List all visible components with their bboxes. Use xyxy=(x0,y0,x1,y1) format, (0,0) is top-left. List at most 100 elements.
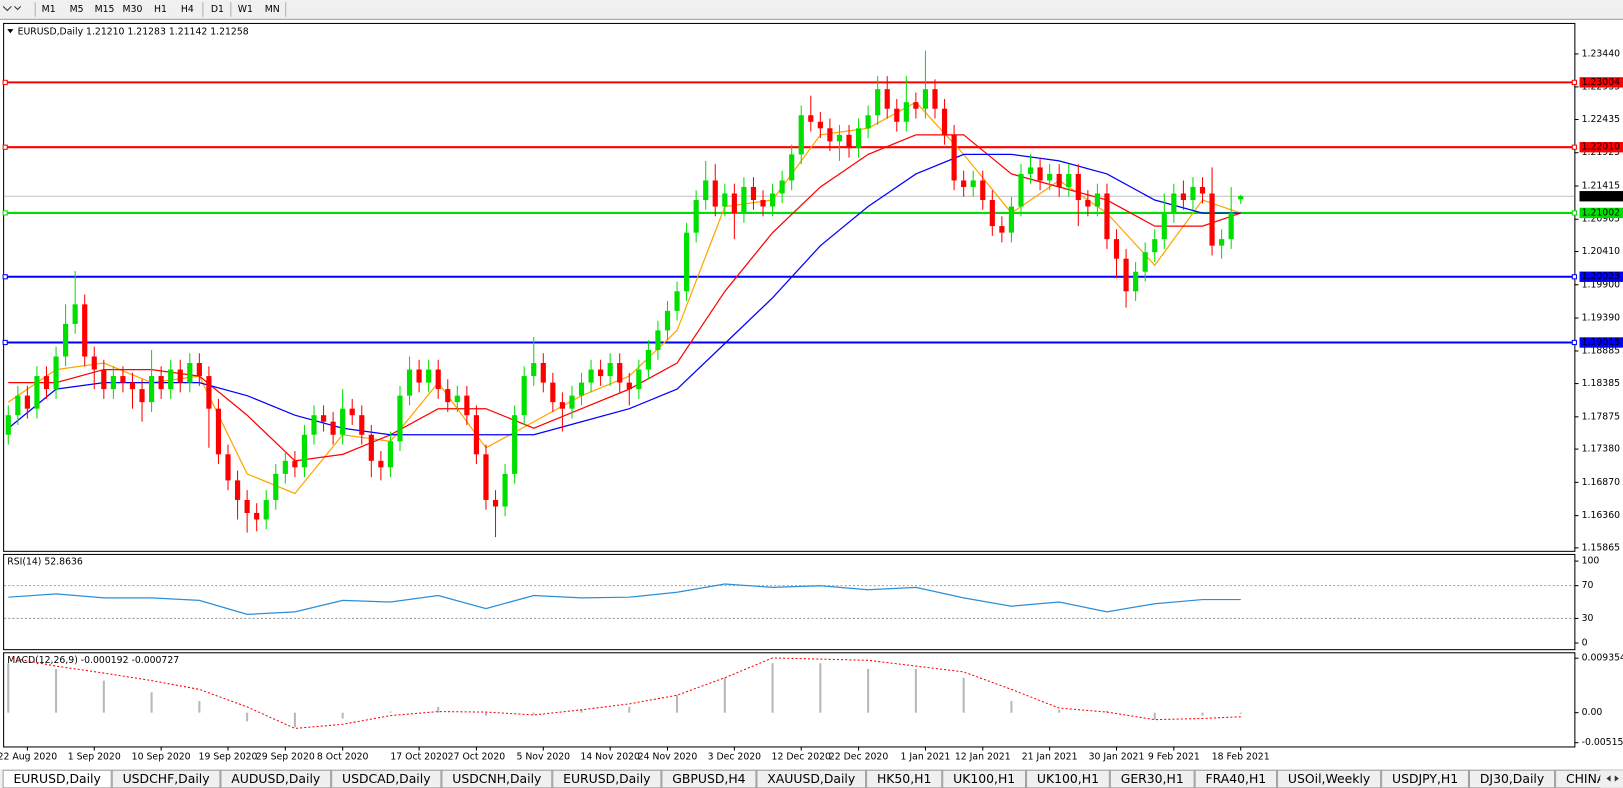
header-triangle xyxy=(7,29,14,34)
tab[interactable]: EURUSD,Daily xyxy=(2,769,112,788)
candle-body xyxy=(607,363,613,377)
x-tick-label: 1 Jan 2021 xyxy=(901,751,951,762)
candle-body xyxy=(1056,173,1062,187)
timeframe-button[interactable]: MN xyxy=(265,4,280,15)
candle-body xyxy=(72,304,78,324)
timeframe-button[interactable]: M1 xyxy=(42,4,56,15)
price-level-badge xyxy=(1579,337,1623,348)
tab-scroll[interactable] xyxy=(1600,770,1623,788)
candle-body xyxy=(1123,258,1129,292)
candle-body xyxy=(989,200,995,227)
candle-body xyxy=(521,376,527,416)
candle-body xyxy=(5,415,11,435)
tab-label[interactable]: USDCNH,Daily xyxy=(452,771,541,786)
candle-body xyxy=(340,408,346,435)
x-tick-label: 29 Sep 2020 xyxy=(256,751,315,762)
price-level-badge xyxy=(1579,207,1623,219)
tab[interactable]: USDCHF,Daily xyxy=(111,769,221,788)
candle-body xyxy=(836,134,843,142)
candle-body xyxy=(588,369,594,383)
level-handle xyxy=(1571,79,1577,85)
tab[interactable]: UK100,H1 xyxy=(942,769,1027,788)
main-panel-frame xyxy=(3,22,1576,552)
tab-label[interactable]: DJ30,Daily xyxy=(1480,771,1544,786)
candle-body xyxy=(941,108,948,135)
tab-label[interactable]: USDCAD,Daily xyxy=(342,771,431,786)
x-tick-label: 12 Jan 2021 xyxy=(955,751,1011,762)
candle-body xyxy=(263,499,269,520)
candle-body xyxy=(148,376,155,403)
y-tick-label: 1.19900 xyxy=(1582,279,1621,290)
candle-body xyxy=(1152,239,1158,253)
tab[interactable]: DJ30,Daily xyxy=(1468,769,1556,788)
y-tick-label: 1.19390 xyxy=(1582,313,1621,324)
level-handle xyxy=(2,79,8,85)
candle-body xyxy=(674,291,680,311)
candle-body xyxy=(1037,167,1043,181)
tab-label[interactable]: USDCHF,Daily xyxy=(123,771,210,786)
candle-body xyxy=(636,369,642,390)
candle-body xyxy=(980,180,986,201)
tab[interactable]: GER30,H1 xyxy=(1109,769,1195,788)
timeframe-button[interactable]: M5 xyxy=(70,4,84,15)
tab[interactable]: XAUUSD,Daily xyxy=(756,769,867,788)
timeframe-button[interactable]: D1 xyxy=(211,4,224,15)
candle-body xyxy=(445,389,451,403)
tab-label[interactable]: XAUUSD,Daily xyxy=(767,771,855,786)
candle-body xyxy=(244,499,250,513)
moving-average-line xyxy=(7,153,1241,436)
tab[interactable]: EURUSD,Daily xyxy=(552,769,662,788)
tab[interactable]: AUDUSD,Daily xyxy=(220,769,332,788)
candle-body xyxy=(932,89,938,109)
timeframe-button[interactable]: M15 xyxy=(95,4,115,15)
candle-body xyxy=(406,369,413,396)
candle-body xyxy=(15,395,21,416)
candle-body xyxy=(158,376,164,390)
tab-label[interactable]: HK50,H1 xyxy=(877,771,931,786)
tab-label[interactable]: EURUSD,Daily xyxy=(13,771,100,786)
rsi-title: RSI(14) 52.8636 xyxy=(7,557,83,568)
timeframe-button[interactable]: H4 xyxy=(181,4,194,15)
toolbar-icon[interactable] xyxy=(2,5,22,12)
level-handle xyxy=(1571,144,1577,150)
tab[interactable]: USDCAD,Daily xyxy=(331,769,442,788)
candle-body xyxy=(913,102,919,109)
y-tick-label: 1.16870 xyxy=(1582,477,1621,488)
tab[interactable]: UK100,H1 xyxy=(1026,769,1110,788)
candle-body xyxy=(808,115,814,122)
tab[interactable]: FRA40,H1 xyxy=(1194,769,1278,788)
x-tick-label: 14 Nov 2020 xyxy=(580,751,640,762)
y-tick-label: 1.16360 xyxy=(1582,510,1621,521)
tab-label[interactable]: GER30,H1 xyxy=(1121,771,1184,786)
tab[interactable]: USDJPY,H1 xyxy=(1381,769,1469,788)
tab[interactable]: HK50,H1 xyxy=(866,769,943,788)
timeframe-button[interactable]: M30 xyxy=(123,4,143,15)
x-tick-label: 21 Jan 2021 xyxy=(1022,751,1078,762)
tab-label[interactable]: AUDUSD,Daily xyxy=(231,771,320,786)
candle-body xyxy=(349,408,355,416)
candle-body xyxy=(187,363,193,383)
tab-scroll-arrows[interactable] xyxy=(1606,775,1619,782)
y-tick-label: 1.22435 xyxy=(1582,114,1621,125)
y-tick-label: 1.18885 xyxy=(1582,345,1621,356)
tab-label[interactable]: GBPUSD,H4 xyxy=(672,771,745,786)
candle-body xyxy=(884,89,890,109)
candle-body xyxy=(63,323,69,357)
tab-label[interactable]: USDJPY,H1 xyxy=(1392,771,1458,786)
tab[interactable]: GBPUSD,H4 xyxy=(661,769,757,788)
candle-body xyxy=(1113,239,1120,259)
timeframe-button[interactable]: W1 xyxy=(238,4,253,15)
tab-label[interactable]: FRA40,H1 xyxy=(1205,771,1266,786)
timeframe-button[interactable]: H1 xyxy=(154,4,167,15)
candle-body xyxy=(435,369,441,390)
tab-label[interactable]: USOil,Weekly xyxy=(1288,771,1370,786)
y-tick-label: 1.20410 xyxy=(1582,246,1621,257)
tab[interactable]: USDCNH,Daily xyxy=(441,769,553,788)
tab-label[interactable]: UK100,H1 xyxy=(1037,771,1099,786)
candle-body xyxy=(426,369,432,383)
tab-label[interactable]: EURUSD,Daily xyxy=(563,771,650,786)
tab[interactable]: USOil,Weekly xyxy=(1277,769,1382,788)
candle-body xyxy=(359,415,365,435)
tab-label[interactable]: UK100,H1 xyxy=(953,771,1015,786)
candle-body xyxy=(769,193,776,207)
